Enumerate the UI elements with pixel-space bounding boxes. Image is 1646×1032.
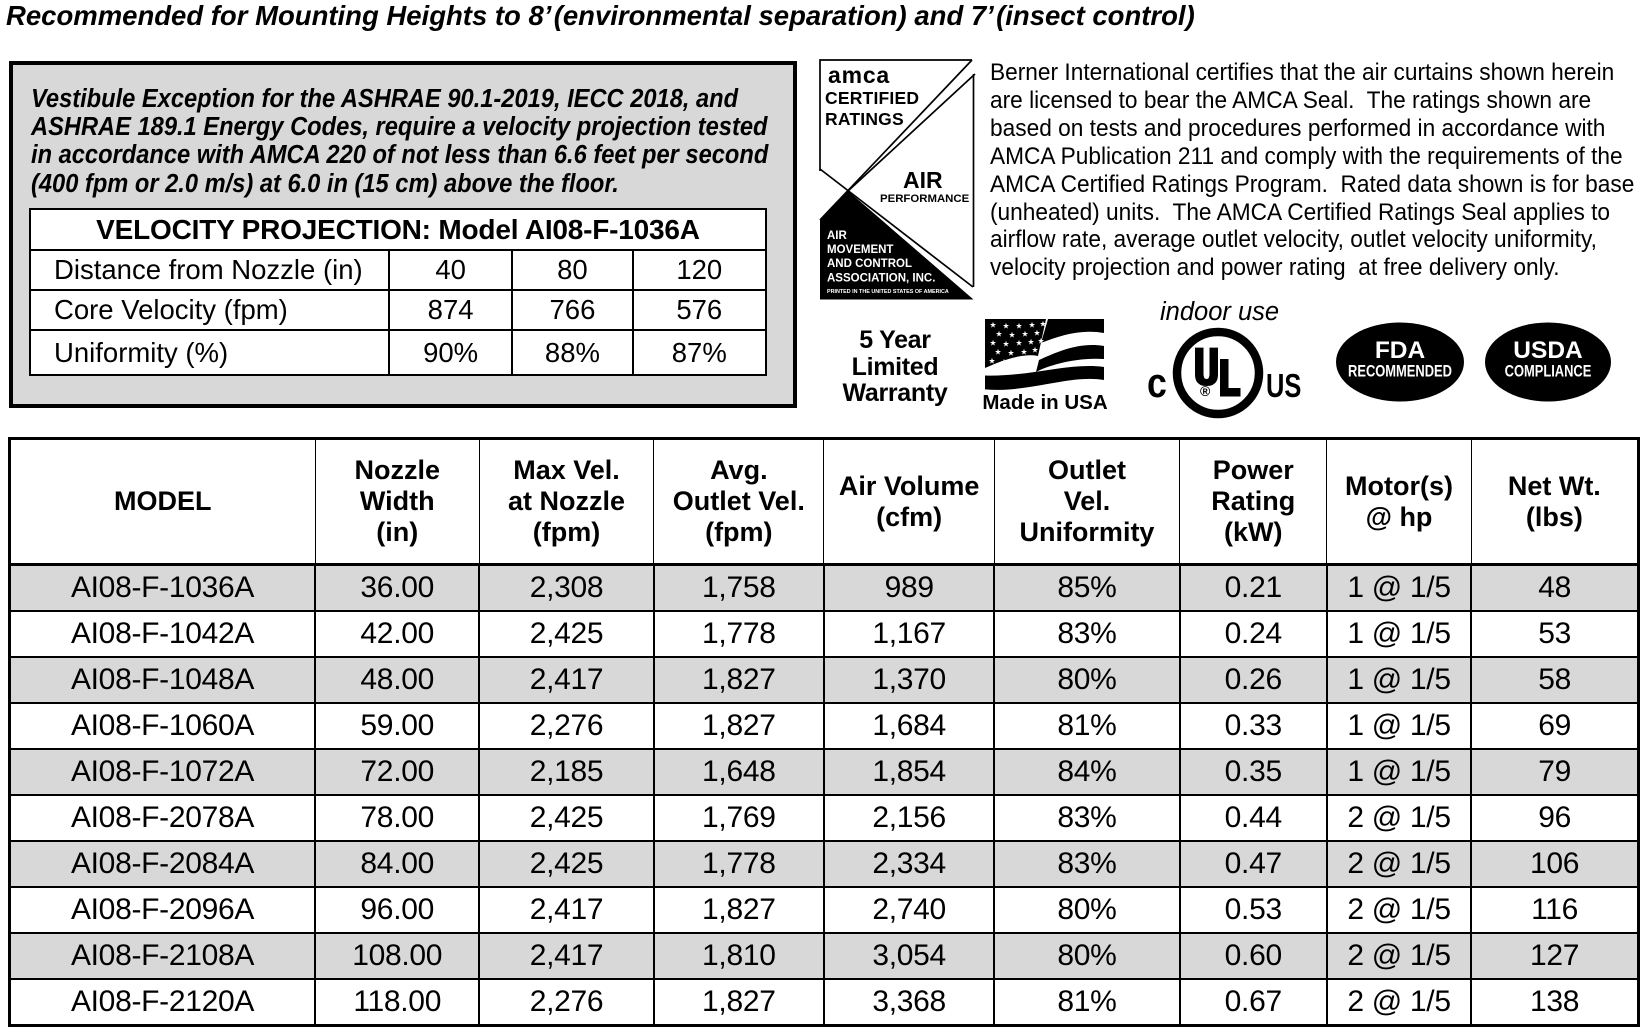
svg-text:c: c — [1147, 360, 1167, 406]
svg-text:COMPLIANCE: COMPLIANCE — [1505, 362, 1592, 381]
svg-text:ASSOCIATION, INC.: ASSOCIATION, INC. — [827, 273, 935, 285]
svg-text:RECOMMENDED: RECOMMENDED — [1348, 362, 1452, 381]
svg-text:AND CONTROL: AND CONTROL — [827, 258, 912, 270]
svg-text:MOVEMENT: MOVEMENT — [827, 244, 893, 256]
svg-text:FDA: FDA — [1375, 337, 1426, 364]
svg-text:®: ® — [1200, 383, 1211, 399]
svg-text:PERFORMANCE: PERFORMANCE — [880, 193, 970, 205]
svg-text:RATINGS: RATINGS — [825, 109, 904, 129]
svg-text:AIR: AIR — [903, 167, 943, 193]
svg-text:CERTIFIED: CERTIFIED — [825, 88, 919, 108]
svg-text:AIR: AIR — [827, 230, 848, 242]
svg-text:PRINTED IN THE UNITED STATES O: PRINTED IN THE UNITED STATES OF AMERICA — [827, 289, 949, 295]
svg-text:amca: amca — [828, 62, 890, 88]
svg-text:USDA: USDA — [1513, 337, 1583, 364]
svg-text:US: US — [1266, 368, 1301, 405]
